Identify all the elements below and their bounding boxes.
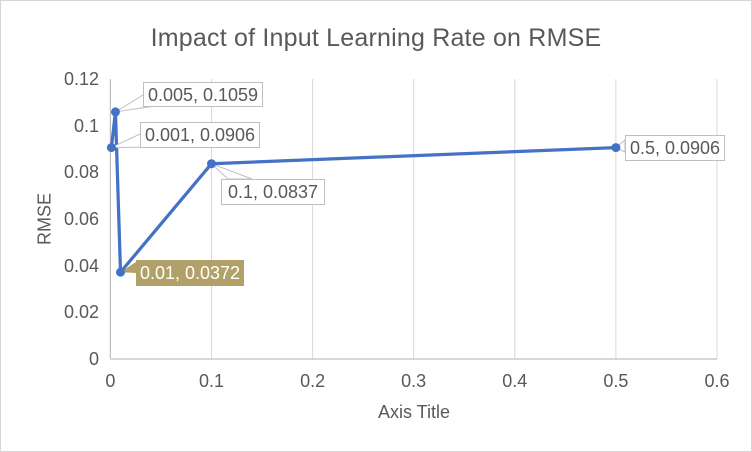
y-tick-label: 0.02 bbox=[63, 302, 99, 323]
data-label-callout[interactable]: 0.005, 0.1059 bbox=[143, 82, 263, 107]
x-tick-label: 0.2 bbox=[300, 371, 326, 391]
y-tick-label: 0.06 bbox=[63, 209, 99, 229]
x-axis-title: Axis Title bbox=[377, 402, 451, 422]
y-tick-label: 0 bbox=[88, 349, 99, 369]
label-leader-wedge bbox=[211, 163, 253, 180]
data-label-callout[interactable]: 0.1, 0.0837 bbox=[221, 179, 325, 205]
x-tick-label: 0.3 bbox=[401, 371, 427, 391]
x-tick-label: 0.6 bbox=[704, 371, 730, 391]
x-tick-label: 0.4 bbox=[502, 371, 528, 391]
data-point-marker[interactable] bbox=[611, 143, 621, 153]
x-tick-label: 0.5 bbox=[603, 371, 629, 391]
y-tick-label: 0.04 bbox=[63, 255, 99, 276]
data-point-marker[interactable] bbox=[207, 159, 216, 169]
chart-title: Impact of Input Learning Rate on RMSE bbox=[150, 24, 602, 52]
y-tick-label: 0.12 bbox=[63, 69, 99, 89]
y-tick-label: 0.08 bbox=[63, 162, 99, 183]
data-label-callout[interactable]: 0.5, 0.0906 bbox=[625, 135, 725, 161]
data-point-marker[interactable] bbox=[106, 143, 116, 153]
x-tick-label: 0.1 bbox=[198, 371, 225, 391]
data-label-callout[interactable]: 0.001, 0.0906 bbox=[140, 122, 260, 148]
y-axis-title: RMSE bbox=[34, 192, 55, 246]
y-tick-label: 0.1 bbox=[73, 115, 99, 136]
data-label-callout[interactable]: 0.01, 0.0372 bbox=[136, 260, 244, 286]
x-tick-label: 0 bbox=[105, 371, 116, 391]
data-point-marker[interactable] bbox=[116, 267, 126, 277]
data-point-marker[interactable] bbox=[110, 107, 120, 117]
